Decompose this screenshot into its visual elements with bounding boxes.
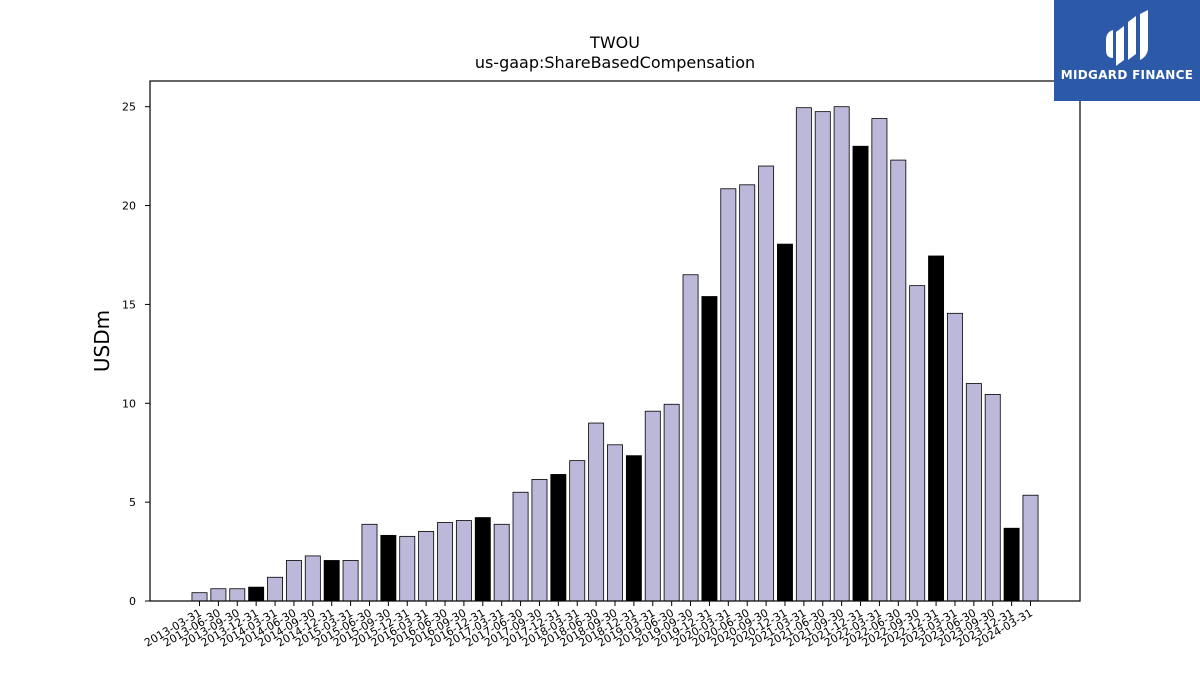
bar-2019-03-31: [644, 410, 661, 602]
bar-2015-06-30: [361, 523, 378, 602]
bar-2019-09-30: [682, 274, 699, 602]
bar-2013-06-30: [210, 588, 227, 602]
bar-2019-12-31: [701, 296, 718, 602]
bar-2018-12-31: [625, 455, 642, 602]
bar-2021-12-31: [852, 145, 869, 602]
bar-2023-12-31: [1003, 527, 1020, 602]
bar-2021-09-30: [833, 106, 850, 602]
bar-2022-03-31: [871, 118, 888, 602]
chart-title: TWOU: [589, 33, 640, 52]
bar-2018-03-31: [569, 460, 586, 602]
bar-2022-09-30: [909, 285, 926, 602]
y-tick-label: 5: [129, 496, 136, 509]
plot-frame: [149, 80, 1081, 602]
bar-2016-09-30: [455, 520, 472, 602]
y-tick-label: 20: [122, 200, 136, 213]
bar-2022-06-30: [890, 159, 907, 602]
midgard-logo-icon: [1106, 10, 1148, 66]
chart-subtitle: us-gaap:ShareBasedCompensation: [475, 53, 755, 72]
y-tick-label: 0: [129, 595, 136, 608]
y-axis-label: USDm: [90, 310, 114, 372]
bar-2021-03-31: [795, 107, 812, 602]
bar-2016-12-31: [474, 517, 491, 602]
bar-2020-12-31: [777, 243, 793, 602]
bar-2013-12-31: [248, 586, 265, 602]
bar-2014-06-30: [285, 560, 302, 602]
x-axis: 2013-03-312013-06-302013-09-302013-12-31…: [142, 601, 1035, 650]
bar-2020-09-30: [758, 165, 775, 602]
bar-2017-09-30: [531, 478, 548, 602]
bar-2020-06-30: [739, 184, 756, 602]
bar-2018-09-30: [607, 444, 623, 602]
bar-2013-03-31: [191, 592, 208, 602]
bar-2023-06-30: [965, 383, 982, 602]
bar-2017-12-31: [550, 474, 567, 602]
bar-2015-12-31: [399, 535, 416, 602]
bar-2024-03-31: [1022, 494, 1039, 602]
bar-2015-09-30: [380, 534, 397, 602]
bar-2013-09-30: [229, 588, 246, 602]
bars-group: [191, 106, 1039, 602]
bar-2023-03-31: [947, 312, 963, 602]
brand-logo: MIDGARD FINANCE: [1054, 0, 1200, 101]
brand-name: MIDGARD FINANCE: [1060, 68, 1194, 82]
bar-2023-09-30: [984, 393, 1001, 602]
bar-2015-03-31: [342, 560, 359, 602]
bar-2018-06-30: [588, 422, 605, 602]
bar-2014-09-30: [304, 555, 321, 602]
bar-2019-06-30: [663, 403, 680, 602]
bar-2016-06-30: [437, 522, 453, 602]
bar-2016-03-31: [418, 531, 435, 602]
y-axis: 0 5 10 15 20 25: [122, 101, 150, 608]
bar-2014-03-31: [267, 576, 283, 602]
y-tick-label: 25: [122, 101, 136, 114]
bar-2014-12-31: [323, 560, 340, 602]
y-tick-label: 15: [122, 298, 136, 311]
y-tick-label: 10: [122, 397, 136, 410]
bar-2021-06-30: [814, 111, 831, 602]
bar-2017-03-31: [493, 523, 510, 602]
bar-2020-03-31: [720, 188, 737, 602]
bar-2022-12-31: [928, 255, 945, 602]
bar-2017-06-30: [512, 491, 529, 602]
